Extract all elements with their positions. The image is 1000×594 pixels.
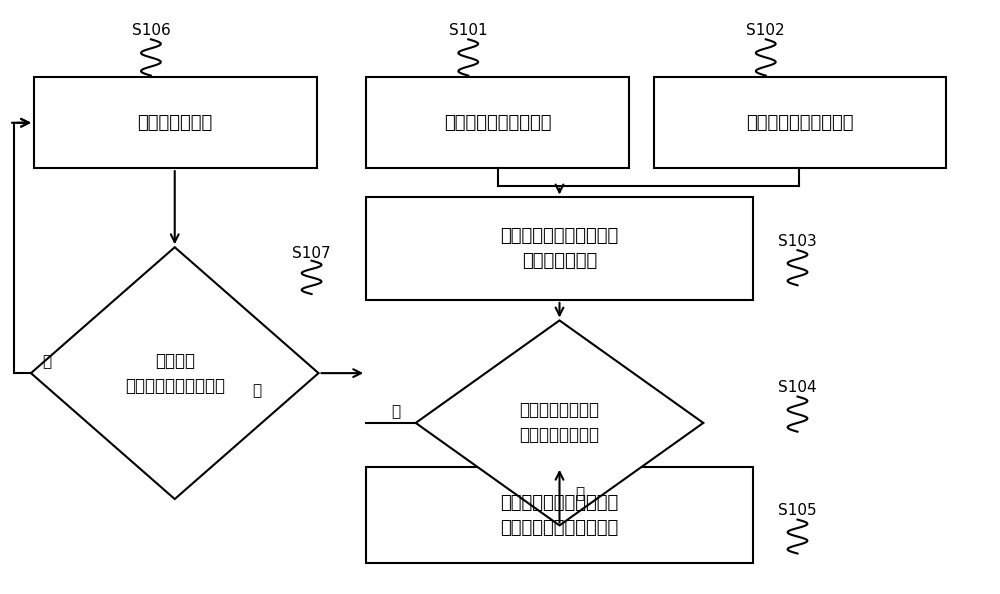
Polygon shape	[416, 320, 703, 526]
Text: 获取车辆的实际减速度: 获取车辆的实际减速度	[746, 114, 854, 132]
Polygon shape	[31, 247, 319, 499]
Bar	[366, 467, 753, 564]
Text: S102: S102	[746, 23, 785, 38]
Text: 是: 是	[252, 383, 262, 398]
Text: 车速是否
大于或等于第二预设值: 车速是否 大于或等于第二预设值	[125, 352, 225, 394]
Text: S105: S105	[778, 503, 817, 519]
Text: 获取车辆的目标减速度: 获取车辆的目标减速度	[444, 114, 551, 132]
Text: 否: 否	[391, 404, 400, 419]
Text: 否: 否	[42, 354, 51, 369]
Text: S106: S106	[132, 23, 170, 38]
Text: S104: S104	[778, 380, 817, 395]
Text: S103: S103	[778, 234, 817, 249]
Text: 电动助力制动系统故障，
发送报警信息至整车仪表: 电动助力制动系统故障， 发送报警信息至整车仪表	[500, 494, 619, 536]
Bar	[34, 77, 317, 168]
Text: S101: S101	[449, 23, 488, 38]
Bar	[366, 77, 629, 168]
Text: 判断差值是否大于
或等于第一预设值: 判断差值是否大于 或等于第一预设值	[520, 402, 600, 444]
Bar	[366, 197, 753, 300]
Text: 是: 是	[575, 486, 584, 501]
Text: S107: S107	[292, 245, 331, 261]
Text: 获取车辆的车速: 获取车辆的车速	[138, 114, 213, 132]
Text: 计算目标减速度与实际减
速度之间的差值: 计算目标减速度与实际减 速度之间的差值	[500, 227, 619, 270]
Bar	[654, 77, 946, 168]
